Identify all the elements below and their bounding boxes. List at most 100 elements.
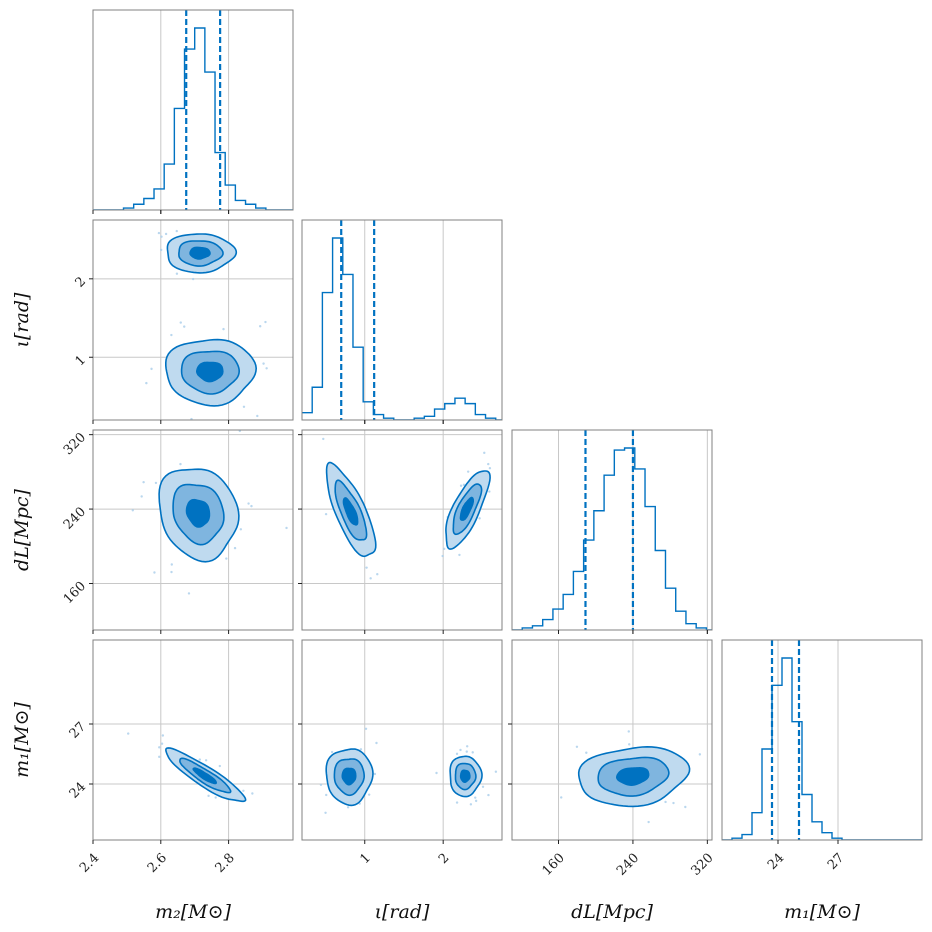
sample-point <box>158 746 161 749</box>
sample-point <box>187 592 191 595</box>
sample-point <box>443 547 446 551</box>
sample-point <box>145 381 148 385</box>
sample-point <box>160 742 164 745</box>
sample-point <box>160 235 163 238</box>
sample-point <box>191 277 195 281</box>
sample-point <box>322 437 325 441</box>
panel-frame <box>92 429 294 631</box>
contour-panel-2-3 <box>511 639 713 841</box>
histogram-0 <box>92 9 294 211</box>
contour-inner <box>185 498 211 528</box>
sample-point <box>465 750 468 753</box>
sample-point <box>153 571 156 574</box>
x-tick-label: 24 <box>765 851 787 873</box>
y-tick-label: 2 <box>73 274 89 290</box>
sample-point <box>247 502 250 505</box>
x-tick-label: 2 <box>436 851 452 867</box>
sample-point <box>465 745 469 748</box>
sample-point <box>170 570 173 574</box>
sample-point <box>170 333 173 337</box>
x-tick-label: 160 <box>540 851 568 879</box>
sample-point <box>672 801 675 805</box>
sample-point <box>285 526 288 530</box>
sample-point <box>324 512 328 516</box>
contour-inner <box>341 767 357 786</box>
y-tick-label: 27 <box>67 719 89 741</box>
contour-inner <box>195 361 224 383</box>
panel-frame <box>92 639 294 841</box>
sample-point <box>376 573 379 576</box>
sample-point <box>330 750 334 754</box>
sample-point <box>160 248 163 252</box>
sample-point <box>242 405 246 408</box>
y-tick-label: 24 <box>67 779 89 801</box>
histogram-steps <box>722 657 922 840</box>
panel-frame <box>301 429 503 631</box>
sample-point <box>175 272 179 275</box>
sample-point <box>455 801 459 804</box>
sample-point <box>684 805 687 809</box>
x-tick-label: 2.6 <box>145 851 170 876</box>
sample-point <box>346 806 350 809</box>
sample-point <box>466 470 470 473</box>
contour-inner <box>342 497 359 526</box>
sample-point <box>585 751 588 754</box>
x-tick-label: 2.8 <box>213 851 238 876</box>
sample-point <box>154 481 158 485</box>
sample-point <box>179 321 182 324</box>
histogram-2 <box>511 429 713 631</box>
sample-point <box>324 811 327 814</box>
sample-point <box>494 770 498 773</box>
y-axis-label: dL[Mpc] <box>11 488 33 570</box>
sample-point <box>225 557 228 560</box>
contour-panel-0-3 <box>92 639 294 841</box>
histogram-steps <box>302 237 502 420</box>
sample-point <box>474 796 477 799</box>
x-tick-label: 320 <box>688 851 716 879</box>
sample-point <box>455 752 459 756</box>
sample-point <box>483 451 486 455</box>
y-tick-label: 240 <box>61 505 89 533</box>
sample-point <box>222 327 225 331</box>
sample-point <box>487 462 490 466</box>
contour-panel-1-3 <box>301 639 503 841</box>
sample-point <box>189 646 191 648</box>
contour-area <box>127 732 254 803</box>
panel-frame <box>92 9 294 211</box>
sample-point <box>158 755 161 759</box>
sample-point <box>251 792 254 795</box>
histogram-1 <box>301 219 503 421</box>
contour-inner <box>459 769 471 783</box>
sample-point <box>365 566 368 569</box>
contour-area <box>560 730 702 824</box>
sample-point <box>233 546 237 550</box>
sample-point <box>150 367 153 371</box>
sample-point <box>369 577 372 580</box>
sample-point <box>262 362 265 365</box>
sample-point <box>474 799 478 803</box>
sample-point <box>164 232 168 236</box>
panel-frame <box>92 219 294 421</box>
sample-point <box>373 772 377 776</box>
sample-point <box>85 453 87 455</box>
sample-point <box>560 796 563 799</box>
sample-point <box>218 764 222 768</box>
contour-panel-0-1 <box>92 219 294 421</box>
y-axis-label: m₁[M⊙] <box>11 702 33 778</box>
panel-frame <box>511 639 713 841</box>
panel-frame <box>301 639 503 841</box>
contour-area <box>322 437 492 580</box>
contour-panel-0-2 <box>85 429 294 648</box>
sample-point <box>207 794 210 798</box>
x-axis-label: m₂[M⊙] <box>155 901 231 923</box>
contour-inner <box>192 767 218 785</box>
y-tick-label: 320 <box>61 430 89 458</box>
sample-point <box>471 751 474 754</box>
contour-inner <box>459 496 474 521</box>
sample-point <box>265 367 268 370</box>
sample-point <box>364 727 368 730</box>
x-tick-label: 240 <box>614 851 642 879</box>
sample-point <box>127 732 130 735</box>
sample-point <box>179 462 182 466</box>
histogram-steps <box>512 447 712 630</box>
